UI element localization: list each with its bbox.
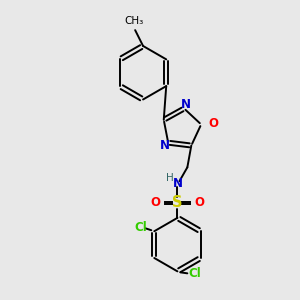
Text: O: O <box>194 196 204 209</box>
Text: Cl: Cl <box>134 221 147 234</box>
Text: O: O <box>208 117 218 130</box>
Text: N: N <box>181 98 191 111</box>
Text: O: O <box>151 196 160 209</box>
Text: CH₃: CH₃ <box>124 16 144 26</box>
Text: S: S <box>172 196 183 211</box>
Text: Cl: Cl <box>188 267 201 280</box>
Text: H: H <box>166 173 173 183</box>
Text: N: N <box>172 177 182 190</box>
Text: N: N <box>160 139 170 152</box>
